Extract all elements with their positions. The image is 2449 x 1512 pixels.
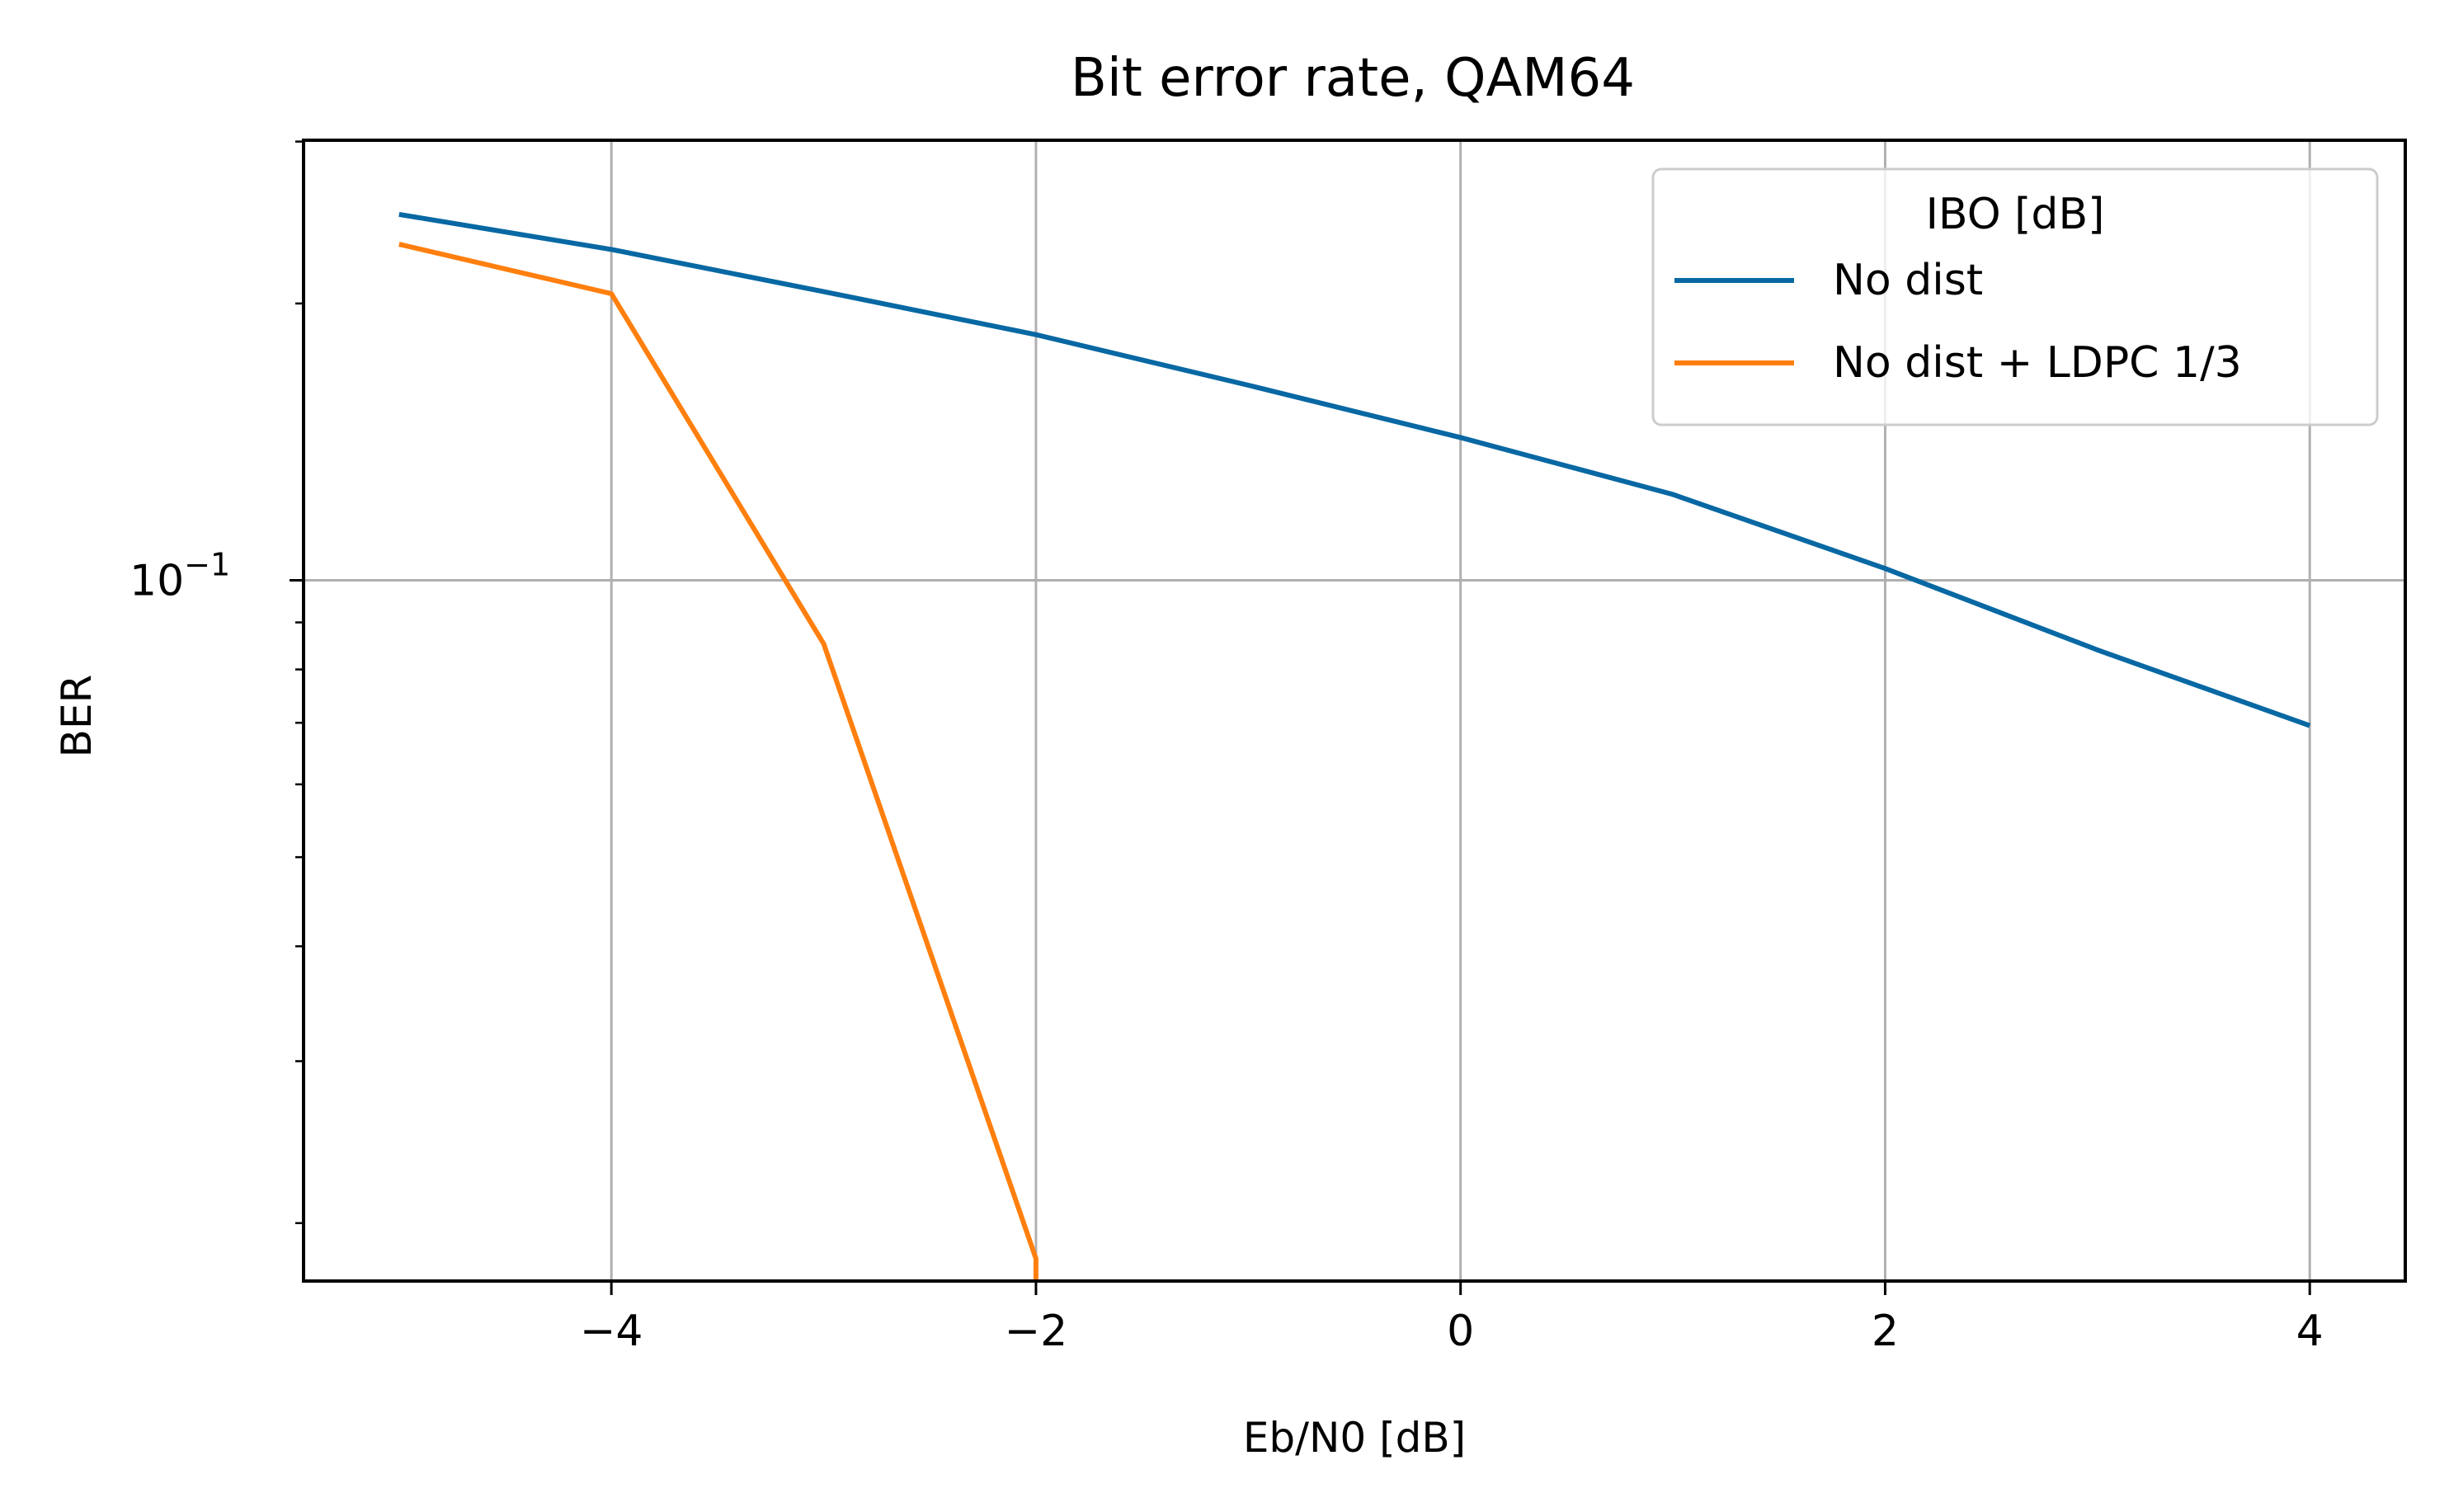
- legend-items: No dist No dist + LDPC 1/3: [1674, 256, 2242, 388]
- x-tick-label: −4: [580, 1307, 643, 1356]
- axes-frame: [302, 139, 2407, 1283]
- x-tick-label: 2: [1872, 1307, 1899, 1356]
- legend-title: IBO [dB]: [1926, 190, 2105, 239]
- y-axis-ticks: 10−1: [130, 140, 304, 1225]
- legend-entry-label: No dist + LDPC 1/3: [1833, 338, 2242, 388]
- legend-entry-label: No dist: [1833, 256, 1983, 305]
- legend: IBO [dB] No dist No dist + LDPC 1/3: [1651, 167, 2379, 426]
- series-line-0: [398, 211, 2311, 728]
- y-tick-label: 10−1: [130, 547, 230, 606]
- plot-series: [398, 211, 2311, 1281]
- x-tick-label: 4: [2296, 1307, 2324, 1356]
- x-tick-label: 0: [1447, 1307, 1474, 1356]
- x-axis-label: Eb/N0 [dB]: [1243, 1414, 1466, 1462]
- chart-title: Bit error rate, QAM64: [1071, 48, 1635, 109]
- x-tick-label: −2: [1005, 1307, 1068, 1356]
- legend-box: [1651, 167, 2379, 426]
- series-line-1: [398, 242, 1038, 1281]
- x-axis-ticks: −4 −2 0 2 4: [580, 1281, 2324, 1356]
- y-axis-label: BER: [53, 675, 101, 758]
